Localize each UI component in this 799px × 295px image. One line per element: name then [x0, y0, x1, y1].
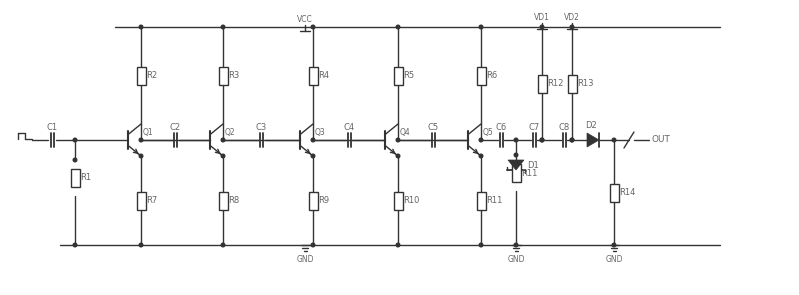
Polygon shape — [587, 133, 599, 147]
Circle shape — [540, 138, 544, 142]
Text: R10: R10 — [403, 196, 420, 205]
Text: C6: C6 — [495, 123, 507, 132]
Circle shape — [139, 243, 143, 247]
Text: C2: C2 — [170, 123, 181, 132]
Circle shape — [221, 25, 225, 29]
Bar — [218, 66, 228, 84]
Circle shape — [311, 243, 315, 247]
Bar — [137, 191, 145, 209]
Circle shape — [74, 243, 77, 247]
Bar — [476, 66, 486, 84]
Circle shape — [570, 25, 574, 29]
Bar — [218, 191, 228, 209]
Text: D2: D2 — [585, 121, 597, 130]
Text: Q4: Q4 — [400, 128, 411, 137]
Text: R7: R7 — [146, 196, 157, 205]
Text: R9: R9 — [319, 196, 330, 205]
Circle shape — [221, 138, 225, 142]
Text: C4: C4 — [344, 123, 355, 132]
Text: D1: D1 — [527, 160, 539, 170]
Circle shape — [221, 154, 225, 158]
Circle shape — [479, 25, 483, 29]
Bar — [610, 183, 618, 201]
Circle shape — [515, 153, 518, 157]
Circle shape — [540, 25, 544, 29]
Text: R8: R8 — [229, 196, 240, 205]
Bar — [393, 66, 403, 84]
Text: R14: R14 — [619, 188, 636, 197]
Text: VD1: VD1 — [534, 13, 550, 22]
Circle shape — [311, 154, 315, 158]
Circle shape — [570, 138, 574, 142]
Text: GND: GND — [507, 255, 525, 264]
Circle shape — [515, 243, 518, 247]
Polygon shape — [508, 160, 524, 170]
Text: Q5: Q5 — [483, 128, 494, 137]
Circle shape — [479, 154, 483, 158]
Circle shape — [396, 138, 400, 142]
Bar — [511, 164, 520, 182]
Text: R2: R2 — [146, 71, 157, 80]
Bar — [567, 75, 577, 93]
Text: R12: R12 — [547, 79, 564, 88]
Circle shape — [74, 138, 77, 142]
Text: GND: GND — [606, 255, 622, 264]
Text: Q3: Q3 — [315, 128, 326, 137]
Circle shape — [479, 243, 483, 247]
Bar — [137, 66, 145, 84]
Circle shape — [540, 138, 544, 142]
Circle shape — [612, 243, 616, 247]
Text: GND: GND — [296, 255, 314, 264]
Text: R6: R6 — [487, 71, 498, 80]
Text: C7: C7 — [528, 123, 539, 132]
Circle shape — [139, 154, 143, 158]
Text: R11: R11 — [522, 168, 538, 178]
Circle shape — [221, 243, 225, 247]
Text: R5: R5 — [403, 71, 415, 80]
Circle shape — [311, 25, 315, 29]
Circle shape — [396, 243, 400, 247]
Circle shape — [139, 25, 143, 29]
Text: Q2: Q2 — [225, 128, 236, 137]
Text: R4: R4 — [319, 71, 330, 80]
Bar — [476, 191, 486, 209]
Circle shape — [479, 138, 483, 142]
Text: Q1: Q1 — [143, 128, 153, 137]
Circle shape — [139, 138, 143, 142]
Text: C1: C1 — [46, 123, 58, 132]
Text: VCC: VCC — [297, 15, 313, 24]
Bar — [308, 191, 317, 209]
Circle shape — [396, 25, 400, 29]
Bar — [70, 169, 79, 187]
Text: C3: C3 — [256, 123, 267, 132]
Text: R11: R11 — [487, 196, 503, 205]
Bar — [308, 66, 317, 84]
Circle shape — [74, 158, 77, 162]
Circle shape — [396, 154, 400, 158]
Text: C8: C8 — [559, 123, 570, 132]
Text: R1: R1 — [81, 173, 92, 183]
Circle shape — [515, 138, 518, 142]
Circle shape — [612, 138, 616, 142]
Text: OUT: OUT — [651, 135, 670, 145]
Bar — [393, 191, 403, 209]
Circle shape — [311, 138, 315, 142]
Text: C5: C5 — [427, 123, 439, 132]
Text: R3: R3 — [229, 71, 240, 80]
Text: VD2: VD2 — [564, 13, 580, 22]
Text: R13: R13 — [578, 79, 594, 88]
Bar — [538, 75, 547, 93]
Circle shape — [570, 138, 574, 142]
